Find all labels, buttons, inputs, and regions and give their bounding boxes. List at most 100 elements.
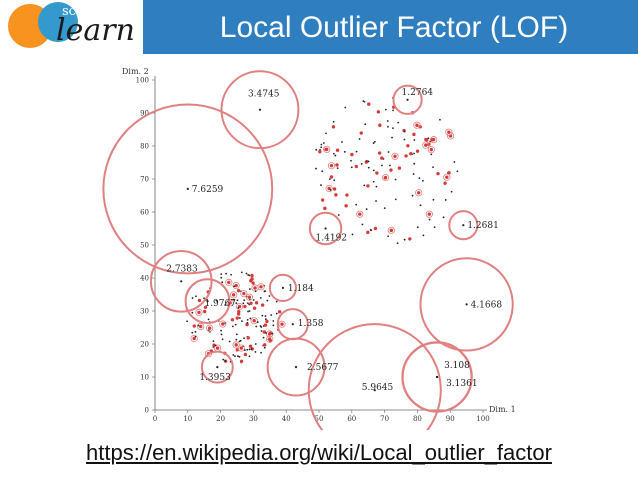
lof-circle	[230, 291, 238, 299]
outlier-point	[258, 108, 262, 111]
data-point	[192, 336, 196, 341]
x-tick-label: 80	[413, 415, 422, 423]
data-point	[263, 343, 267, 347]
x-tick-label: 40	[282, 415, 291, 423]
lof-score-circle	[102, 103, 274, 275]
lof-score-circle	[392, 84, 423, 115]
data-point	[361, 223, 364, 226]
data-point	[417, 191, 421, 195]
y-tick-label: 20	[140, 341, 149, 349]
data-point	[422, 179, 424, 182]
data-point	[387, 125, 389, 128]
data-point	[424, 143, 428, 147]
data-point	[234, 343, 238, 347]
data-point	[351, 233, 354, 236]
chart-svg: 0 10 20 30 40 50 60 70 80 90 100 0 10 20 30 40 50 60 70 80 9…	[102, 67, 516, 458]
data-point	[329, 188, 332, 191]
lof-circle	[356, 210, 364, 218]
data-point	[239, 346, 243, 350]
data-point	[320, 146, 323, 149]
data-point	[230, 318, 235, 322]
data-point	[252, 299, 255, 301]
data-point	[232, 354, 235, 356]
data-point	[195, 295, 197, 298]
data-point	[234, 283, 238, 288]
data-point	[280, 322, 284, 326]
lof-circle	[232, 281, 240, 290]
reference-link[interactable]: https://en.wikipedia.org/wiki/Local_outl…	[86, 440, 552, 465]
data-point	[249, 317, 252, 320]
data-point	[432, 166, 434, 168]
data-point	[245, 272, 248, 275]
data-point	[345, 193, 349, 197]
data-point	[242, 291, 246, 296]
data-point	[350, 159, 352, 162]
data-point	[250, 348, 253, 350]
data-point	[256, 321, 259, 324]
data-point	[230, 273, 232, 276]
data-point	[341, 141, 343, 143]
outlier-point	[324, 227, 327, 230]
data-point	[412, 132, 416, 137]
data-point	[242, 302, 245, 305]
data-point	[318, 150, 322, 154]
data-point	[254, 290, 257, 293]
data-point	[384, 108, 387, 111]
data-point	[264, 318, 267, 321]
lof-circle	[422, 141, 430, 149]
data-point	[381, 164, 383, 167]
lof-circle	[219, 320, 227, 328]
data-point	[320, 143, 323, 146]
data-point	[246, 318, 249, 321]
data-point	[366, 184, 370, 188]
data-point	[203, 297, 205, 300]
x-tick-label: 0	[153, 415, 157, 423]
data-point	[387, 235, 390, 238]
data-point	[389, 228, 393, 233]
data-point	[251, 281, 255, 285]
outlier-point	[373, 389, 376, 392]
data-point	[403, 130, 406, 133]
data-point	[367, 102, 371, 106]
data-point	[203, 305, 208, 309]
data-point	[430, 138, 434, 142]
data-point	[221, 322, 225, 326]
data-point	[358, 138, 361, 140]
lof-score-circle	[220, 70, 300, 150]
lof-circle	[190, 334, 198, 343]
data-point	[433, 226, 436, 229]
outlier-point	[435, 375, 439, 379]
outlier-point	[465, 303, 468, 306]
lof-circle	[391, 152, 399, 160]
data-point	[260, 330, 263, 332]
lof-circle	[415, 189, 423, 197]
data-point	[320, 184, 322, 186]
data-point	[246, 348, 249, 351]
data-point	[233, 285, 236, 288]
data-point	[363, 100, 366, 103]
outlier-point	[406, 98, 409, 101]
data-point	[386, 120, 389, 122]
data-point	[344, 204, 348, 208]
data-point	[367, 160, 370, 163]
lof-circle	[235, 303, 244, 311]
data-point	[259, 297, 262, 299]
lof-circle	[387, 226, 395, 234]
data-point	[259, 325, 262, 327]
lof-circle	[381, 173, 390, 182]
outlier-score-label: 1.184	[288, 284, 314, 294]
outlier-score-label: 1.9767	[204, 299, 236, 309]
y-tick-label: 80	[140, 143, 149, 151]
data-point	[267, 337, 272, 341]
data-point	[234, 323, 237, 326]
outlier-score-label: 3.108	[444, 361, 470, 371]
data-point	[372, 142, 375, 144]
data-point	[392, 109, 394, 112]
data-point	[259, 285, 263, 289]
data-point	[372, 169, 375, 172]
data-point	[243, 337, 245, 340]
data-point	[198, 324, 203, 329]
data-point	[365, 208, 368, 211]
data-point	[332, 120, 335, 123]
data-point	[243, 299, 246, 302]
